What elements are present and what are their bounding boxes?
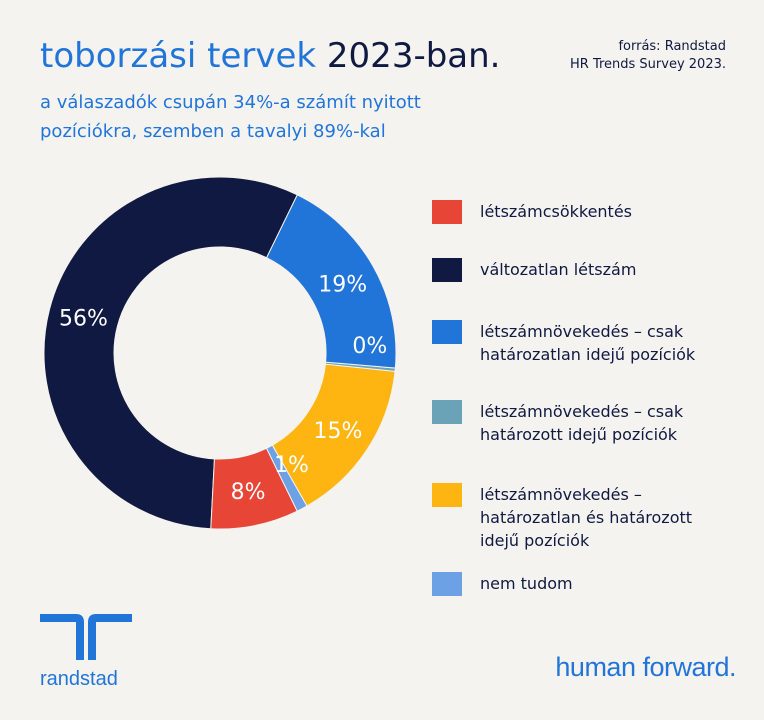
legend-label: változatlan létszám	[480, 258, 636, 282]
legend-label-line: változatlan létszám	[480, 260, 637, 279]
legend-label-line: határozott idejű pozíciók	[480, 425, 678, 444]
legend-label-line: létszámnövekedés – csak	[480, 402, 684, 421]
source-line-1: forrás: Randstad	[618, 39, 726, 54]
legend-label: létszámnövekedés – határozatlan és határo…	[480, 483, 692, 552]
legend-label: létszámnövekedés – csak határozott idejű …	[480, 400, 683, 446]
donut-slice	[43, 176, 298, 530]
logo-wordmark: randstad	[40, 668, 118, 690]
legend-label-line: nem tudom	[480, 574, 573, 593]
legend-label-line: létszámnövekedés – csak	[480, 322, 684, 341]
legend-item: létszámnövekedés – határozatlan és határo…	[432, 483, 742, 552]
tagline: human forward.	[555, 652, 736, 682]
slice-label: 56%	[59, 307, 108, 332]
legend-item: változatlan létszám	[432, 258, 742, 282]
legend-item: létszámcsökkentés	[432, 200, 742, 224]
legend-swatch	[432, 200, 462, 224]
legend-label-line: határozatlan idejű pozíciók	[480, 345, 696, 364]
legend-item: nem tudom	[432, 572, 742, 596]
legend-label: nem tudom	[480, 572, 573, 596]
source-note: forrás: Randstad HR Trends Survey 2023.	[570, 38, 726, 74]
legend-label: létszámnövekedés – csak határozatlan idej…	[480, 320, 695, 366]
slice-label: 15%	[314, 419, 363, 444]
legend-swatch	[432, 320, 462, 344]
slice-label: 1%	[274, 453, 309, 478]
legend-swatch	[432, 400, 462, 424]
page-title: toborzási tervek 2023-ban.	[40, 34, 501, 78]
legend-swatch	[432, 258, 462, 282]
slice-label: 0%	[352, 334, 387, 359]
legend-item: létszámnövekedés – csak határozott idejű …	[432, 400, 742, 446]
legend-label-line: létszámnövekedés –	[480, 485, 642, 504]
donut-slice	[265, 194, 397, 369]
slice-label: 8%	[231, 480, 266, 505]
legend-item: létszámnövekedés – csak határozatlan idej…	[432, 320, 742, 366]
donut-slice	[210, 447, 298, 530]
legend-label-line: létszámcsökkentés	[480, 202, 633, 221]
subtitle: a válaszadók csupán 34%-a számít nyitott…	[40, 92, 421, 142]
randstad-logo-icon	[40, 614, 132, 660]
legend-label-line: idejű pozíciók	[480, 531, 590, 550]
source-line-2: HR Trends Survey 2023.	[570, 57, 726, 72]
slice-label: 19%	[318, 272, 367, 297]
legend-swatch	[432, 572, 462, 596]
legend-label-line: határozatlan és határozott	[480, 508, 693, 527]
legend-swatch	[432, 483, 462, 507]
title-part-2: 2023-ban.	[326, 36, 501, 76]
legend-label: létszámcsökkentés	[480, 200, 632, 224]
title-part-1: toborzási tervek	[40, 36, 317, 76]
